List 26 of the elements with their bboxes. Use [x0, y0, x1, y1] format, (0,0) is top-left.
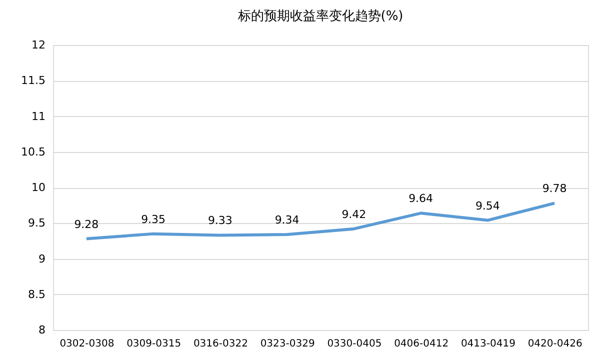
y-tick-label: 11.5	[21, 74, 46, 88]
y-tick-label: 9	[38, 252, 46, 266]
data-label: 9.42	[342, 208, 366, 221]
data-label: 9.34	[274, 214, 300, 227]
data-label: 9.28	[74, 218, 99, 231]
x-tick-label: 0309-0315	[126, 338, 182, 350]
x-tick-label: 0413-0419	[460, 338, 516, 350]
data-label: 9.54	[475, 199, 500, 212]
y-tick-label: 11	[32, 110, 46, 123]
data-label: 9.33	[208, 214, 232, 228]
y-tick-label: 12	[32, 38, 46, 52]
y-tick-label: 10	[32, 181, 46, 194]
y-tick-label: 8.5	[28, 288, 46, 301]
x-tick-label: 0406-0412	[394, 338, 449, 350]
y-tick-label: 8	[38, 324, 46, 336]
x-tick-label: 0420-0426	[528, 338, 582, 350]
data-label: 9.35	[141, 212, 166, 226]
data-label: 9.78	[542, 182, 567, 196]
data-label: 9.64	[408, 192, 434, 206]
x-tick-label: 0323-0329	[260, 338, 315, 350]
y-tick-label: 10.5	[21, 145, 46, 158]
chart-title: 标的预期收益率变化趋势(%)	[236, 8, 404, 24]
x-tick-label: 0302-0308	[60, 338, 114, 350]
y-tick-label: 9.5	[28, 216, 46, 230]
x-tick-label: 0316-0322	[193, 338, 248, 350]
x-tick-label: 0330-0405	[327, 338, 382, 350]
